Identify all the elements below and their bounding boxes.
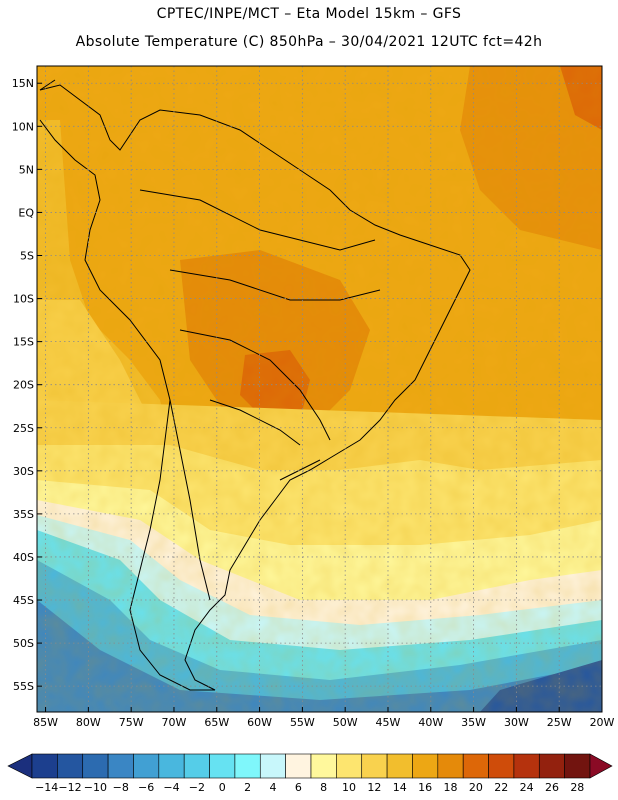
lat-label: 50S — [13, 637, 34, 650]
colorbar-swatch — [57, 753, 84, 779]
lat-label: 5S — [20, 249, 34, 262]
colorbar-swatch — [31, 753, 58, 779]
lat-label: 40S — [13, 551, 34, 564]
colorbar-swatch — [564, 753, 591, 779]
lat-label: 45S — [13, 594, 34, 607]
colorbar-label: 6 — [295, 781, 302, 794]
temperature-field — [37, 66, 602, 712]
lat-label: 35S — [13, 508, 34, 521]
colorbar-high-arrow — [589, 753, 613, 779]
colorbar-label: −6 — [138, 781, 154, 794]
colorbar-labels: −14 −12 −10 −8 −6 −4 −2 0 2 4 6 8 10 12 14 16 18 20 22 24 26… — [35, 781, 584, 794]
colorbar-swatch — [133, 753, 160, 779]
colorbar-swatch — [82, 753, 109, 779]
colorbar-label: −8 — [113, 781, 129, 794]
colorbar-swatch — [462, 753, 489, 779]
colorbar-label: 8 — [320, 781, 327, 794]
colorbar-label: 28 — [570, 781, 584, 794]
colorbar-label: 24 — [520, 781, 534, 794]
lon-label: 30W — [504, 716, 529, 729]
colorbar-label: −10 — [84, 781, 107, 794]
lon-label: 40W — [418, 716, 443, 729]
colorbar-swatch — [107, 753, 134, 779]
colorbar-swatch — [361, 753, 388, 779]
longitude-labels: 85W 80W 75W 70W 65W 60W 55W 50W 45W 40W 35W 30W 25W 2… — [33, 707, 615, 729]
lon-label: 70W — [162, 716, 187, 729]
colorbar-label: 0 — [219, 781, 226, 794]
colorbar-label: 2 — [244, 781, 251, 794]
lat-label: 25S — [13, 422, 34, 435]
colorbar-label: −12 — [58, 781, 81, 794]
lon-label: 55W — [290, 716, 315, 729]
lon-label: 45W — [376, 716, 401, 729]
colorbar-swatch — [538, 753, 565, 779]
lat-label: 15N — [12, 77, 34, 90]
colorbar-low-arrow — [7, 753, 33, 779]
colorbar-label: 12 — [367, 781, 381, 794]
lon-label: 25W — [547, 716, 572, 729]
lon-label: 50W — [333, 716, 358, 729]
colorbar-label: −2 — [189, 781, 205, 794]
colorbar-label: 22 — [494, 781, 508, 794]
map-frame — [36, 65, 603, 713]
colorbar-label: −4 — [163, 781, 179, 794]
lat-label: 15S — [13, 336, 34, 349]
colorbar-swatch — [158, 753, 185, 779]
lat-label: 5N — [19, 163, 34, 176]
map-title: CPTEC/INPE/MCT – Eta Model 15km – GFS — [156, 6, 462, 22]
lon-label: 80W — [76, 716, 101, 729]
lat-label: EQ — [18, 206, 34, 219]
lat-label: 30S — [13, 465, 34, 478]
lat-label: 20S — [13, 379, 34, 392]
lat-label: 10S — [13, 293, 34, 306]
colorbar-swatch — [259, 753, 286, 779]
colorbar-label: −14 — [35, 781, 58, 794]
colorbar-label: 10 — [342, 781, 356, 794]
coastlines — [39, 79, 471, 691]
colorbar-swatch — [488, 753, 515, 779]
colorbar-label: 14 — [393, 781, 407, 794]
colorbar-swatch — [310, 753, 337, 779]
colorbar-swatch — [386, 753, 413, 779]
colorbar-swatch — [336, 753, 363, 779]
colorbar-swatch — [285, 753, 312, 779]
latitude-labels: 15N 10N 5N EQ 5S 10S 15S 20S 25S 30S 35S 40S 45S 50S 5… — [12, 77, 42, 693]
colorbar-swatch — [412, 753, 439, 779]
lon-label: 65W — [204, 716, 229, 729]
colorbar — [7, 753, 613, 779]
lon-label: 75W — [119, 716, 144, 729]
map-subtitle: Absolute Temperature (C) 850hPa – 30/04/… — [75, 34, 543, 50]
colorbar-swatch — [209, 753, 236, 779]
lat-label: 55S — [13, 680, 34, 693]
colorbar-label: 18 — [444, 781, 458, 794]
colorbar-label: 4 — [269, 781, 276, 794]
lat-label: 10N — [12, 120, 34, 133]
colorbar-swatch — [513, 753, 540, 779]
colorbar-label: 20 — [469, 781, 483, 794]
colorbar-label: 16 — [418, 781, 432, 794]
colorbar-swatch — [183, 753, 210, 779]
lon-label: 85W — [33, 716, 58, 729]
lon-label: 35W — [461, 716, 486, 729]
lon-label: 20W — [590, 716, 615, 729]
lon-label: 60W — [247, 716, 272, 729]
colorbar-swatch — [437, 753, 464, 779]
colorbar-label: 26 — [545, 781, 559, 794]
colorbar-swatch — [234, 753, 261, 779]
